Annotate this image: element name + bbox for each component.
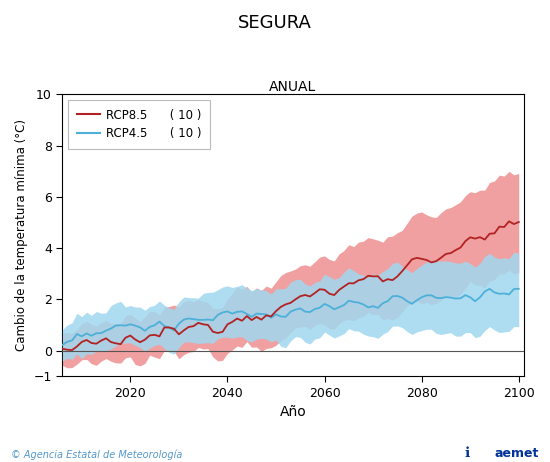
Text: ℹ: ℹ <box>465 446 470 460</box>
Text: aemet: aemet <box>494 447 539 460</box>
Text: © Agencia Estatal de Meteorología: © Agencia Estatal de Meteorología <box>11 449 183 460</box>
Title: ANUAL: ANUAL <box>270 80 317 94</box>
Y-axis label: Cambio de la temperatura mínima (°C): Cambio de la temperatura mínima (°C) <box>15 119 28 351</box>
Legend: RCP8.5      ( 10 ), RCP4.5      ( 10 ): RCP8.5 ( 10 ), RCP4.5 ( 10 ) <box>68 100 210 149</box>
X-axis label: Año: Año <box>279 405 306 419</box>
Text: SEGURA: SEGURA <box>238 14 312 32</box>
